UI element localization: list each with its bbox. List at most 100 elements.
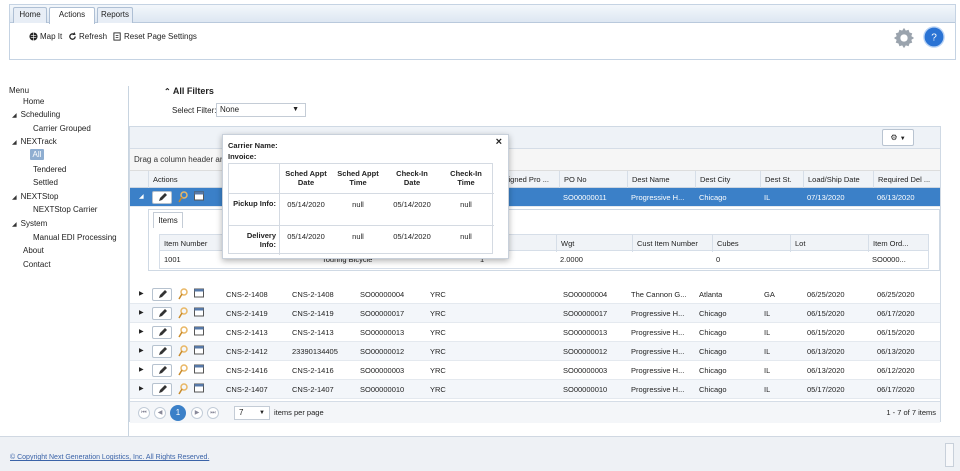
search-icon[interactable] [178, 326, 188, 340]
col-dest-city[interactable]: Dest City [695, 171, 760, 188]
calendar-icon[interactable] [194, 364, 204, 376]
menu-item-nextrack[interactable]: ◢ NEXTrack [12, 137, 57, 146]
expand-row-icon[interactable]: ▶ [139, 291, 144, 297]
edit-button[interactable] [152, 383, 172, 396]
table-row[interactable]: ▶ CNS-2-1412 23390134405 SO00000012 YRC SO000… [130, 342, 940, 361]
calendar-icon[interactable] [194, 383, 204, 395]
col-po-no[interactable]: PO No [559, 171, 627, 188]
menu-item-manual-edi[interactable]: Manual EDI Processing [33, 233, 117, 242]
refresh-button[interactable]: Refresh [68, 32, 107, 41]
calendar-icon[interactable] [194, 288, 204, 300]
menu-item-nextstop-carrier[interactable]: NEXTStop Carrier [33, 205, 98, 214]
col-load-ship-date[interactable]: Load/Ship Date [803, 171, 873, 188]
last-page-icon[interactable]: ⏭ [207, 407, 219, 419]
col-item-number[interactable]: Item Number [164, 239, 208, 248]
menu-item-tendered[interactable]: Tendered [33, 165, 67, 174]
calendar-icon[interactable] [194, 326, 204, 338]
table-row[interactable]: ▶ CNS-2-1416 CNS-2-1416 SO00000003 YRC SO0000… [130, 361, 940, 380]
close-icon[interactable]: × [495, 136, 502, 148]
page-size-select[interactable]: 7 ▼ [234, 406, 270, 420]
expand-row-icon[interactable]: ▶ [139, 367, 144, 373]
tab-items[interactable]: Items [153, 212, 183, 228]
search-icon[interactable] [178, 191, 188, 205]
cell-so-number: SO00000010 [360, 385, 405, 394]
table-row[interactable]: ▶ CNS-2-1407 CNS-2-1407 SO00000010 YRC SO0000… [130, 380, 940, 399]
copyright-link[interactable]: © Copyright Next Generation Logistics, I… [10, 454, 210, 461]
cell-carrier: YRC [430, 290, 446, 299]
col-cust-item-number[interactable]: Cust Item Number [632, 235, 712, 252]
edit-button[interactable] [152, 288, 172, 301]
col-required-del[interactable]: Required Del ... [873, 171, 939, 188]
chevron-down-icon: ▼ [292, 106, 299, 113]
expand-row-icon[interactable]: ▶ [139, 386, 144, 392]
side-menu: Menu Home ◢ Scheduling Carrier Grouped ◢ N… [0, 86, 128, 436]
first-page-icon[interactable]: ⏮ [138, 407, 150, 419]
tab-home[interactable]: Home [13, 7, 47, 23]
collapse-row-icon[interactable]: ◢ [139, 194, 144, 200]
col-dest-name[interactable]: Dest Name [627, 171, 695, 188]
table-row[interactable]: ▶ CNS-2-1419 CNS-2-1419 SO00000017 YRC SO0000… [130, 304, 940, 323]
cell-load-ship-date: 05/17/2020 [807, 385, 845, 394]
footer-scrollbar[interactable] [945, 443, 954, 467]
tab-reports[interactable]: Reports [97, 7, 133, 23]
filters-toggle[interactable]: ⌃ All Filters [164, 86, 214, 96]
expand-row-icon[interactable]: ▶ [139, 310, 144, 316]
menu-item-scheduling[interactable]: ◢ Scheduling [12, 110, 60, 119]
edit-button[interactable] [152, 191, 172, 204]
menu-item-carrier-grouped[interactable]: Carrier Grouped [33, 124, 91, 133]
cell-dest-st: GA [764, 290, 775, 299]
col-item-ord[interactable]: Item Ord... [868, 235, 918, 252]
cell-so-number: SO00000017 [360, 309, 405, 318]
col-dest-st[interactable]: Dest St. [760, 171, 803, 188]
edit-button[interactable] [152, 326, 172, 339]
cell-carrier-ref: CNS-2-1412 [226, 347, 268, 356]
globe-icon [29, 32, 38, 41]
calendar-icon[interactable] [194, 307, 204, 319]
next-page-icon[interactable]: ▶ [191, 407, 203, 419]
settings-gear-icon[interactable] [893, 27, 915, 49]
search-icon[interactable] [178, 307, 188, 321]
edit-button[interactable] [152, 364, 172, 377]
menu-item-contact[interactable]: Contact [23, 260, 51, 269]
cell-wgt: 2.0000 [560, 255, 583, 264]
search-icon[interactable] [178, 288, 188, 302]
current-page-button[interactable]: 1 [170, 405, 186, 421]
expand-row-icon[interactable]: ▶ [139, 329, 144, 335]
select-filter-dropdown[interactable]: None ▼ [216, 103, 306, 117]
search-icon[interactable] [178, 383, 188, 397]
menu-item-all[interactable]: All [30, 149, 44, 160]
edit-button[interactable] [152, 307, 172, 320]
menu-item-about[interactable]: About [23, 246, 44, 255]
menu-item-system[interactable]: ◢ System [12, 219, 47, 228]
reset-page-settings-button[interactable]: Reset Page Settings [113, 32, 197, 41]
cell-so-number: SO00000013 [360, 328, 405, 337]
delivery-checkin-time: null [460, 232, 472, 241]
edit-button[interactable] [152, 345, 172, 358]
calendar-icon[interactable] [194, 345, 204, 357]
expand-row-icon[interactable]: ▶ [139, 348, 144, 354]
collapse-triangle-icon: ◢ [12, 113, 17, 119]
grid-settings-button[interactable]: ⚙ ▼ [882, 129, 914, 146]
col-wgt[interactable]: Wgt [556, 235, 632, 252]
calendar-icon[interactable] [194, 191, 204, 203]
cell-dest-st: IL [764, 309, 771, 318]
col-cubes[interactable]: Cubes [712, 235, 790, 252]
menu-item-nextstop[interactable]: ◢ NEXTStop [12, 192, 58, 201]
col-lot[interactable]: Lot [790, 235, 868, 252]
col-actions[interactable]: Actions [148, 171, 184, 188]
table-row[interactable]: ▶ CNS-2-1408 CNS-2-1408 SO00000004 YRC SO0000… [130, 285, 940, 304]
cell-load-ship-date: 07/13/2020 [807, 193, 845, 202]
cell-dest-st: IL [764, 347, 771, 356]
menu-item-home[interactable]: Home [23, 97, 45, 106]
menu-item-settled[interactable]: Settled [33, 178, 58, 187]
search-icon[interactable] [178, 345, 188, 359]
search-icon[interactable] [178, 364, 188, 378]
delivery-checkin-date: 05/14/2020 [393, 232, 431, 241]
map-it-button[interactable]: Map It [29, 32, 62, 41]
prev-page-icon[interactable]: ◀ [154, 407, 166, 419]
tab-actions[interactable]: Actions [49, 7, 95, 24]
table-row[interactable]: ▶ CNS-2-1413 CNS-2-1413 SO00000013 YRC SO0000… [130, 323, 940, 342]
cell-item-number: 1001 [164, 255, 181, 264]
help-icon[interactable]: ? [923, 26, 945, 48]
chevron-down-icon: ▼ [899, 136, 906, 142]
